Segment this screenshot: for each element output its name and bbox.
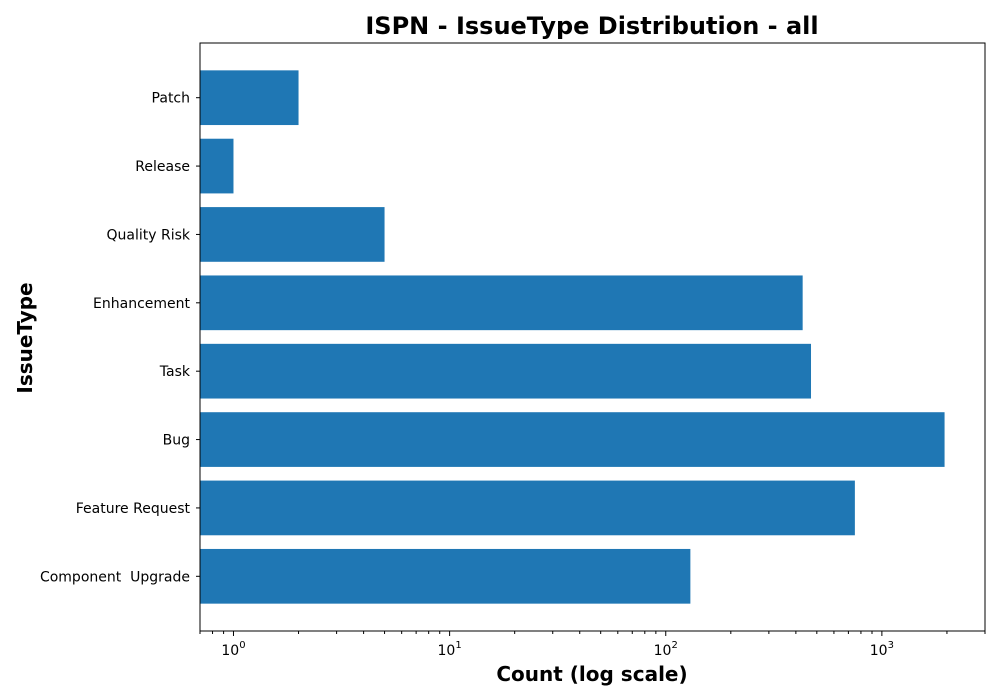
y-tick-label: Release [135,159,190,175]
bar-release [200,138,234,194]
y-tick-label: Patch [152,91,190,107]
x-axis-label: Count (log scale) [496,662,687,686]
x-tick-label: 103 [870,640,894,659]
y-tick-label: Bug [163,433,190,449]
bar-bug [200,412,945,467]
x-tick-exponent: 2 [671,640,677,651]
bars-group [200,70,945,604]
bar-component-upgrade [200,548,691,604]
bar-patch [200,70,299,126]
y-axis-ticks: Component Upgrade Feature Request Bug Task E… [40,91,200,585]
y-tick-label: Task [159,364,191,380]
y-tick-label: Enhancement [93,296,190,312]
x-tick-base: 10 [870,643,888,659]
plot-frame [199,42,986,632]
bar-task [200,343,812,399]
y-tick-label: Component Upgrade [40,569,190,585]
y-tick-label: Quality Risk [107,227,191,243]
chart-title: ISPN - IssueType Distribution - all [365,12,818,40]
bar-feature-request [200,480,855,536]
y-tick-label: Feature Request [76,501,191,517]
x-tick-base: 10 [438,643,456,659]
x-tick-label: 102 [654,640,678,659]
y-axis-label: IssueType [13,282,37,393]
bar-enhancement [200,275,803,331]
x-axis-ticks: 100 101 102 103 [199,631,986,659]
x-tick-exponent: 3 [888,640,894,651]
x-tick-base: 10 [221,643,239,659]
x-tick-label: 100 [221,640,245,659]
x-tick-base: 10 [654,643,672,659]
x-tick-exponent: 1 [455,640,461,651]
bar-quality-risk [200,207,385,262]
x-tick-label: 101 [438,640,462,659]
x-tick-exponent: 0 [239,640,245,651]
